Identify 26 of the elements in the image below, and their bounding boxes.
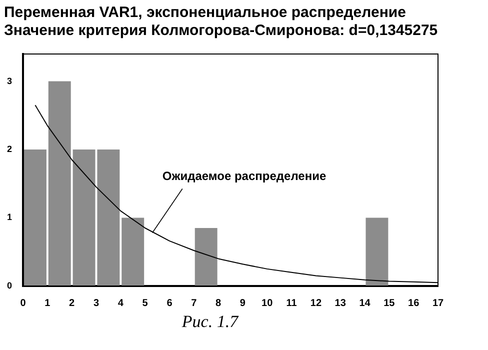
x-tick-label: 8 bbox=[216, 298, 222, 309]
text: Значение критерия Колмогорова-Смиронова: d=0,1345275 bbox=[4, 22, 438, 40]
x-tick-label: 16 bbox=[408, 298, 420, 309]
text: Переменная VAR1, экспоненциальное распределение bbox=[4, 4, 406, 22]
x-tick-label: 2 bbox=[69, 298, 76, 309]
y-tick-label: 3 bbox=[6, 76, 12, 86]
x-tick-label: 4 bbox=[118, 298, 124, 309]
text: Рис. 1.7 bbox=[180, 312, 240, 332]
x-tick-label: 1 bbox=[44, 298, 51, 309]
y-tick-label: 2 bbox=[6, 144, 12, 154]
x-tick-label: 17 bbox=[432, 298, 444, 309]
x-tick-label: 15 bbox=[384, 298, 396, 309]
x-tick-label: 10 bbox=[262, 298, 274, 309]
x-tick-label: 7 bbox=[191, 298, 198, 309]
x-tick-label: 12 bbox=[310, 298, 322, 309]
y-tick-label: 0 bbox=[6, 280, 12, 290]
x-tick-label: 6 bbox=[166, 298, 173, 309]
y-tick-label: 1 bbox=[6, 212, 12, 222]
x-tick-label: 9 bbox=[240, 298, 246, 309]
x-tick-label: 11 bbox=[286, 298, 298, 309]
annotation: Ожидаемое распределение bbox=[162, 169, 326, 184]
x-tick-label: 14 bbox=[359, 298, 371, 309]
x-tick-label: 0 bbox=[20, 298, 26, 309]
x-tick-label: 3 bbox=[93, 298, 100, 309]
x-tick-label: 5 bbox=[142, 298, 148, 309]
x-tick-label: 13 bbox=[334, 298, 346, 309]
